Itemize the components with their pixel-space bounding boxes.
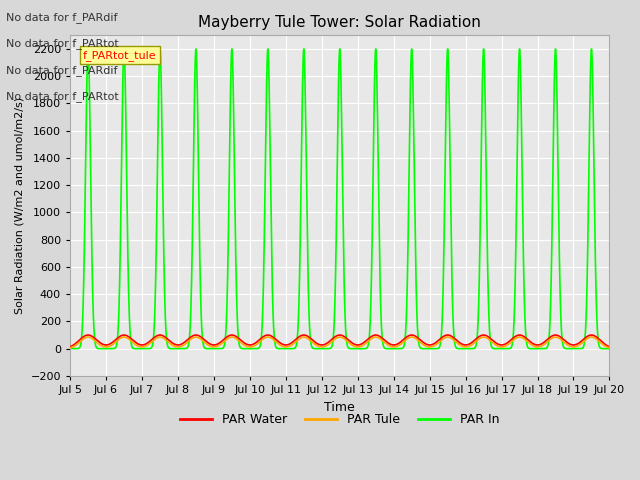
- Text: f_PARtot_tule: f_PARtot_tule: [83, 49, 157, 60]
- Text: No data for f_PARtot: No data for f_PARtot: [6, 38, 119, 49]
- Text: No data for f_PARdif: No data for f_PARdif: [6, 12, 118, 23]
- Title: Mayberry Tule Tower: Solar Radiation: Mayberry Tule Tower: Solar Radiation: [198, 15, 481, 30]
- Legend: PAR Water, PAR Tule, PAR In: PAR Water, PAR Tule, PAR In: [175, 408, 504, 431]
- Text: No data for f_PARdif: No data for f_PARdif: [6, 65, 118, 76]
- Y-axis label: Solar Radiation (W/m2 and umol/m2/s): Solar Radiation (W/m2 and umol/m2/s): [15, 97, 25, 314]
- X-axis label: Time: Time: [324, 400, 355, 413]
- Text: No data for f_PARtot: No data for f_PARtot: [6, 91, 119, 102]
